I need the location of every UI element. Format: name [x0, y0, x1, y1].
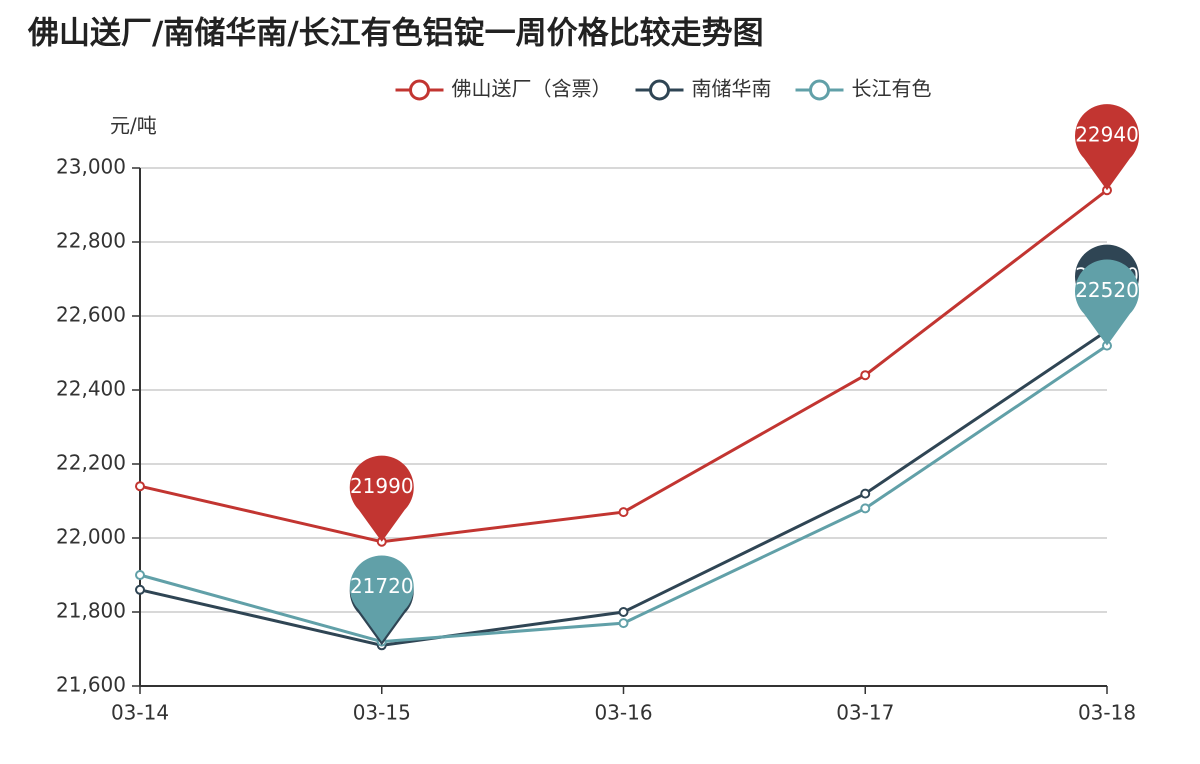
y-tick-label: 22,800: [56, 229, 126, 253]
data-point: [860, 488, 871, 499]
legend-label: 南储华南: [692, 77, 772, 101]
pin-marker: [349, 555, 414, 642]
data-point: [618, 507, 629, 518]
pin-label: 21720: [350, 574, 414, 598]
y-tick-label: 22,600: [56, 303, 126, 327]
series-line: [139, 329, 1108, 647]
chart-title: 佛山送厂/南储华南/长江有色铝锭一周价格比较走势图: [27, 16, 764, 52]
legend-label: 佛山送厂（含票）: [452, 77, 612, 101]
x-tick-label: 03-14: [111, 701, 169, 725]
pin-marker: [349, 455, 414, 542]
x-tick-label: 03-15: [353, 701, 411, 725]
data-point: [860, 503, 871, 514]
legend-icon: [409, 79, 430, 101]
data-point: [135, 584, 145, 595]
pin-label: 22940: [1075, 123, 1139, 147]
legend-label: 长江有色: [852, 77, 932, 101]
y-tick-label: 21,600: [56, 673, 126, 697]
y-tick-label: 22,000: [56, 525, 126, 549]
x-tick-label: 03-17: [836, 701, 894, 725]
y-axis-name: 元/吨: [110, 114, 157, 138]
legend: 佛山送厂（含票） 南储华南 长江有色: [395, 77, 932, 101]
legend-icon: [649, 79, 670, 101]
x-tick-label: 03-16: [594, 701, 652, 725]
legend-icon: [809, 79, 830, 101]
data-point: [618, 618, 629, 629]
pin-label: 22520: [1075, 278, 1139, 302]
y-tick-label: 21,800: [56, 599, 126, 623]
pin-label: 21990: [350, 474, 414, 498]
pin-marker: [1075, 104, 1139, 191]
series-line: [139, 189, 1108, 544]
y-tick-label: 23,000: [56, 155, 126, 179]
data-point: [135, 570, 145, 580]
pin-marker: [1075, 259, 1139, 346]
data-point: [135, 481, 145, 492]
data-point: [618, 607, 629, 617]
data-point: [860, 370, 871, 381]
y-tick-label: 22,200: [56, 451, 126, 475]
x-tick-label: 03-18: [1078, 701, 1136, 725]
y-tick-label: 22,400: [56, 377, 126, 401]
